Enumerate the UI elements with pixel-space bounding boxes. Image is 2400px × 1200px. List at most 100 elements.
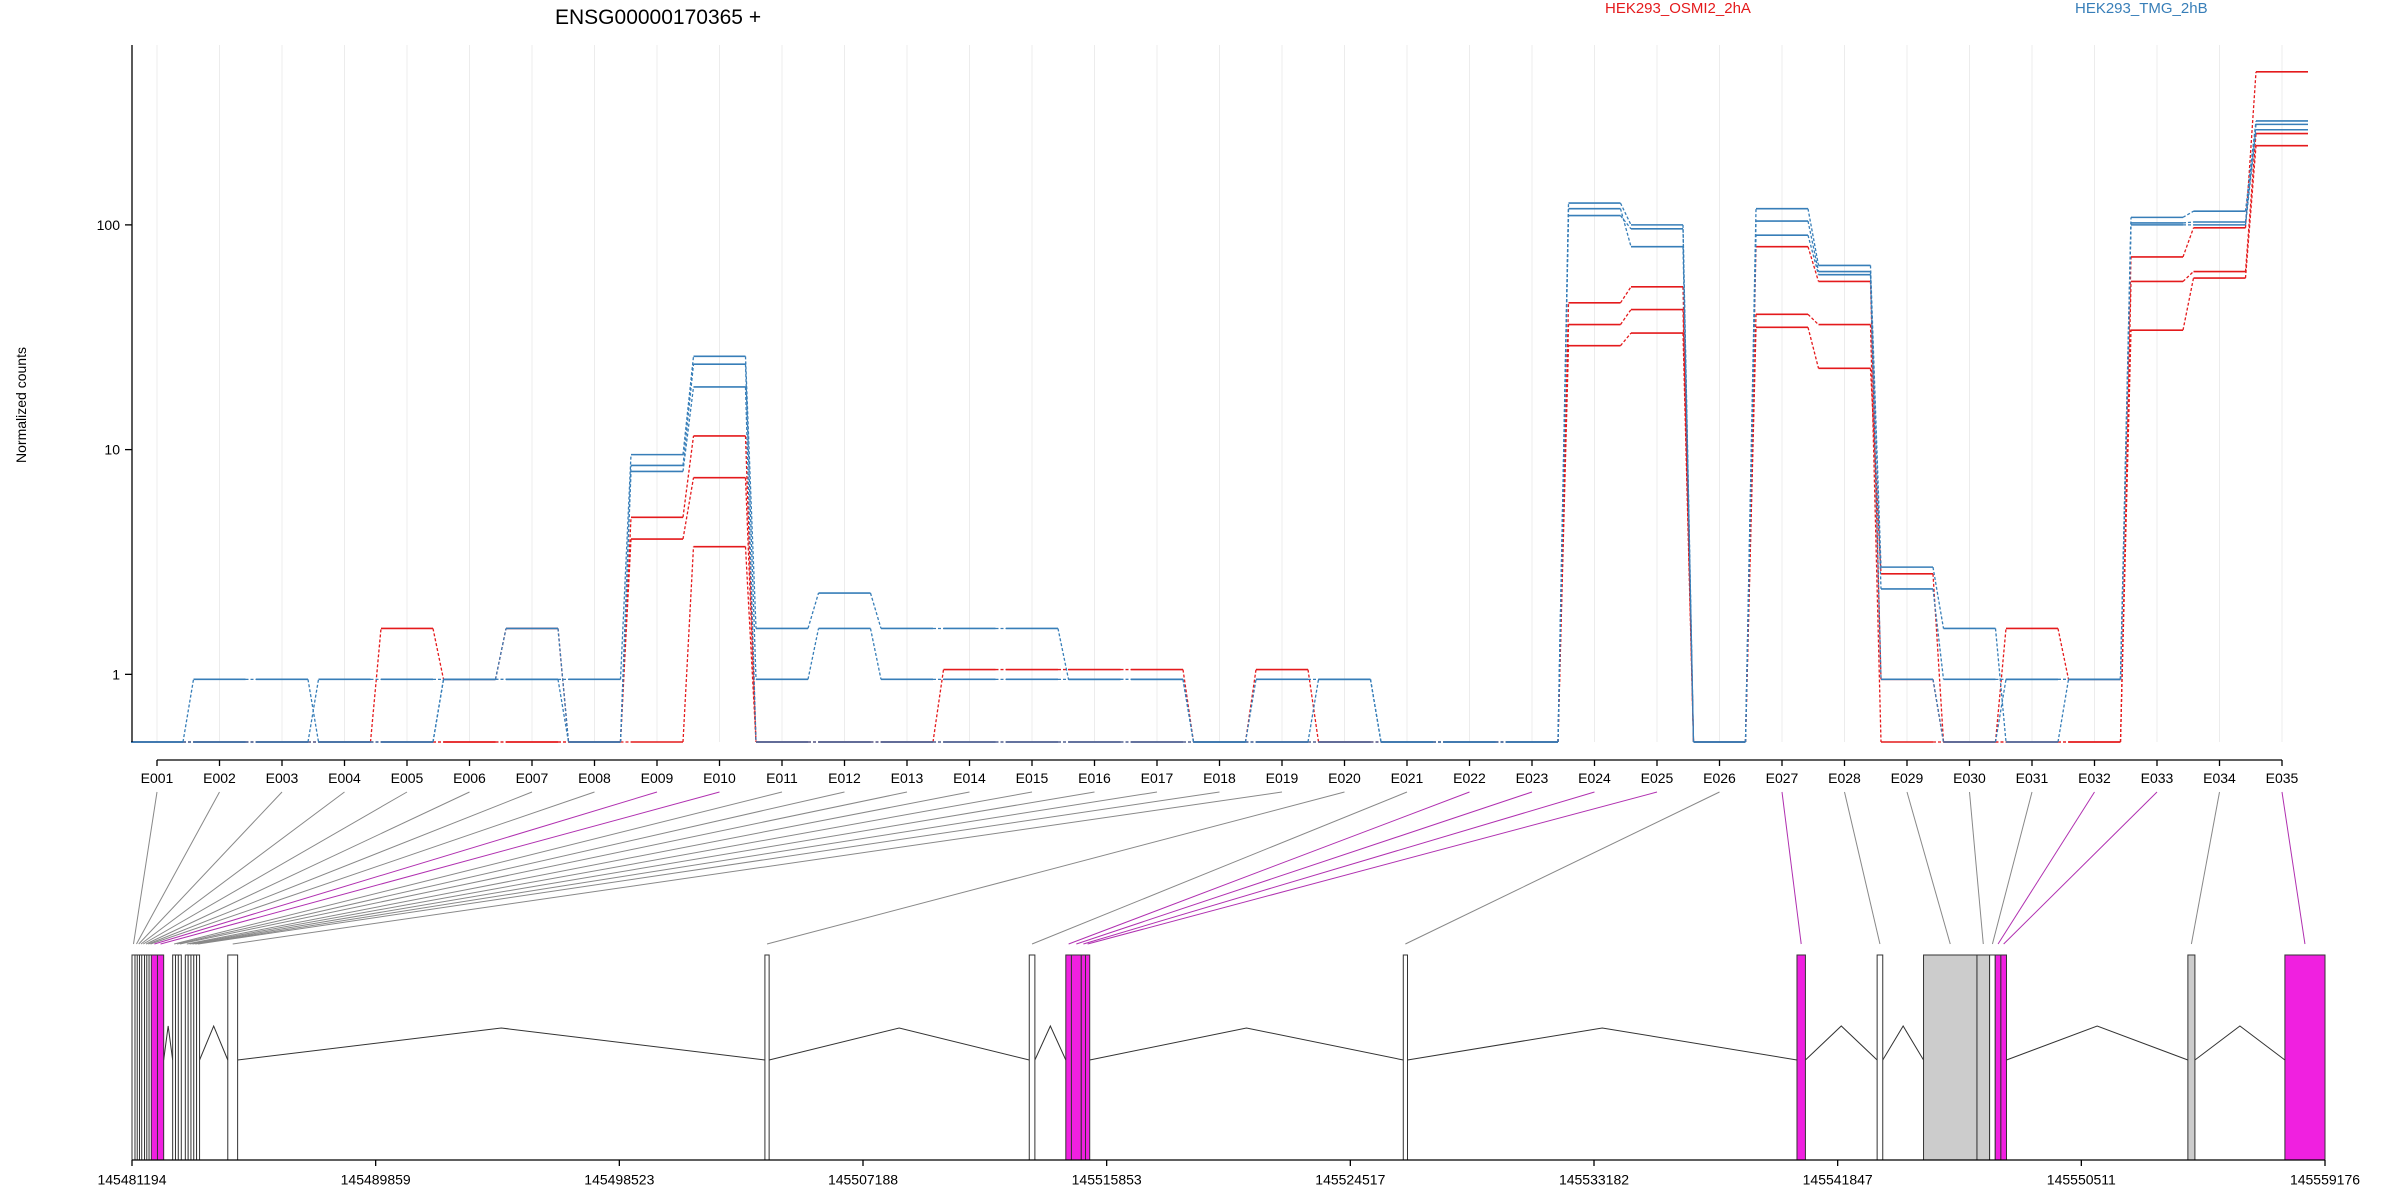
series-1-link-E033: [2182, 271, 2194, 282]
exon-box-E033: [2000, 954, 2007, 1161]
series-4-link-E029: [1932, 588, 1945, 680]
exon-box-E030: [1976, 954, 1991, 1161]
series-0-link-E033: [2182, 227, 2195, 258]
axis-layer: 1 10 100 E001 E002 E003 E004 E005 E006 E007 E008 E0…: [97, 45, 2299, 786]
series-0-link-E031: [2057, 628, 2070, 680]
series-5-link-E005: [432, 679, 445, 743]
connector-E008: [150, 791, 595, 945]
series-4-link-E010: [744, 364, 757, 680]
x-tick-label-E021: E021: [1391, 770, 1424, 786]
series-4-link-E017: [1182, 679, 1195, 743]
connector-E031: [1991, 791, 2033, 945]
y-axis-label: Normalized counts: [13, 347, 29, 463]
connector-E032: [1997, 791, 2095, 945]
series-4-link-E024: [1619, 208, 1632, 247]
exon-box-E024: [1080, 954, 1087, 1161]
series-3-link-E033: [2182, 210, 2194, 218]
x-tick-label-E030: E030: [1953, 770, 1986, 786]
series-2-link-E023: [1557, 345, 1570, 743]
gene-model: [131, 954, 2326, 1161]
series-3-link-E015: [1057, 628, 1070, 680]
x-tick-label-E013: E013: [891, 770, 924, 786]
genomic-tick-label-145507188: 145507188: [828, 1171, 898, 1187]
x-tick-label-E032: E032: [2078, 770, 2111, 786]
connector-E014: [186, 791, 970, 945]
intron-E028: [1882, 1025, 1924, 1061]
series-3-link-E018: [1244, 679, 1257, 743]
series-1-link-E034: [2244, 133, 2257, 272]
series-5-link-E028: [1869, 274, 1882, 680]
series-3-link-E012: [869, 592, 882, 629]
exon-box-E009: [150, 954, 158, 1161]
genomic-tick-label-145481194: 145481194: [97, 1171, 166, 1187]
x-tick-label-E028: E028: [1828, 770, 1861, 786]
series-5-HEK293_TMG_2hB: [131, 128, 2308, 743]
series-0-link-E028: [1869, 281, 1882, 680]
series-4-link-E034: [2244, 124, 2257, 223]
series-4-link-E006: [494, 628, 507, 680]
x-tick-label-E002: E002: [203, 770, 236, 786]
exon-box-E027: [1796, 954, 1806, 1161]
series-2-link-E010: [744, 546, 757, 743]
series-2-link-E026: [1744, 327, 1757, 743]
x-tick-label-E034: E034: [2203, 770, 2236, 786]
exon-box-E035: [2284, 954, 2326, 1161]
series-5-link-E029: [1932, 679, 1945, 743]
series-2-link-E032: [2119, 330, 2132, 743]
series-1-link-E027: [1807, 313, 1819, 326]
connector-E027: [1781, 791, 1802, 945]
series-4-link-E007: [557, 628, 570, 743]
series-4-link-E028: [1869, 271, 1882, 589]
series-3-link-E031: [2057, 679, 2070, 743]
genomic-tick-label-145541847: 145541847: [1803, 1171, 1873, 1187]
series-5-link-E032: [2119, 224, 2132, 680]
connector-E015: [189, 791, 1033, 945]
series-0-link-E024: [1619, 286, 1632, 304]
x-tick-label-E018: E018: [1203, 770, 1236, 786]
connector-E024: [1083, 791, 1595, 945]
connector-E023: [1076, 791, 1533, 945]
series-0-link-E019: [1307, 669, 1320, 743]
connector-E007: [148, 791, 533, 945]
intron-E025: [1089, 1027, 1404, 1061]
series-5-link-E009: [682, 386, 695, 472]
series-0-link-E009: [682, 435, 695, 518]
intron-E033: [2006, 1025, 2189, 1061]
x-tick-label-E005: E005: [391, 770, 424, 786]
chart-title: ENSG00000170365 +: [555, 6, 761, 29]
intron-E018: [199, 1024, 229, 1061]
y-tick-label-10: 10: [104, 442, 120, 458]
exon-box-E020: [764, 954, 770, 1161]
x-tick-label-E019: E019: [1266, 770, 1299, 786]
intron-E027: [1805, 1025, 1878, 1061]
series-4-link-E011: [807, 628, 820, 680]
series-layer: [131, 70, 2308, 743]
series-5-link-E030: [1994, 679, 2007, 743]
legend-entry-osmi2: HEK293_OSMI2_2hA: [1605, 0, 1751, 17]
connector-E013: [179, 791, 908, 945]
connector-E010: [160, 791, 720, 945]
x-tick-label-E023: E023: [1516, 770, 1549, 786]
series-5-link-E023: [1557, 215, 1570, 743]
connector-E020: [766, 791, 1345, 945]
exon-box-E022: [1065, 954, 1072, 1161]
x-tick-label-E016: E016: [1078, 770, 1111, 786]
series-2-link-E029: [1932, 573, 1945, 743]
series-3-link-E011: [807, 592, 820, 629]
connector-E019: [232, 791, 1283, 945]
series-2-link-E024: [1620, 332, 1632, 347]
series-4-link-E033: [2182, 221, 2194, 224]
series-3-link-E024: [1619, 202, 1632, 226]
series-1-link-E026: [1744, 314, 1757, 743]
connector-E026: [1405, 791, 1720, 945]
x-tick-label-E026: E026: [1703, 770, 1736, 786]
x-tick-label-E035: E035: [2266, 770, 2299, 786]
connector-E003: [138, 791, 283, 945]
series-0-link-E010: [744, 435, 757, 743]
connector-E004: [140, 791, 345, 945]
series-1-link-E009: [682, 477, 695, 540]
x-tick-label-E004: E004: [328, 770, 361, 786]
connector-E022: [1068, 791, 1470, 945]
series-5-link-E007: [557, 679, 570, 743]
